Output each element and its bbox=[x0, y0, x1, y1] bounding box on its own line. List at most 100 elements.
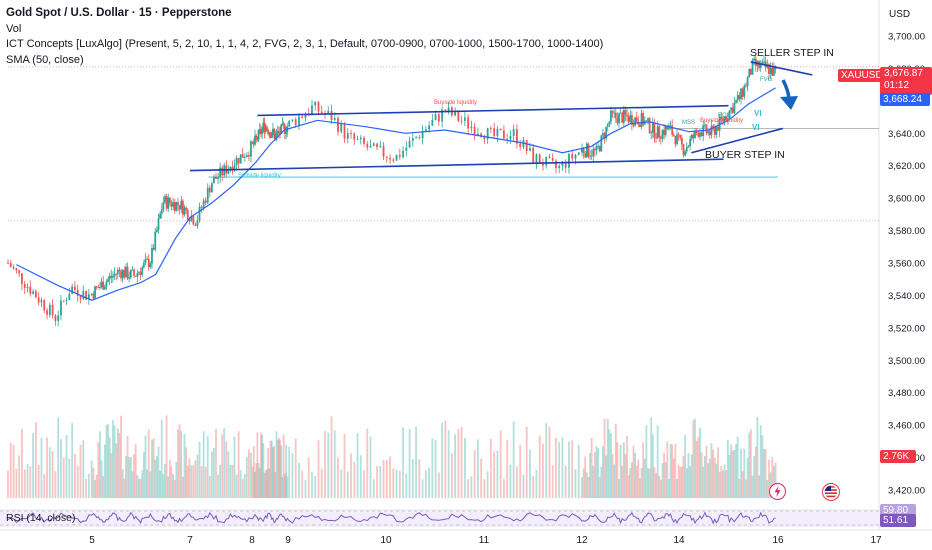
buyside-liquidity-label-1: Buyside liquidity bbox=[434, 100, 477, 106]
volume-bar bbox=[771, 457, 774, 498]
candle-body bbox=[146, 258, 148, 260]
candle-body bbox=[748, 68, 751, 78]
volume-bar bbox=[525, 426, 528, 498]
trendlines[interactable] bbox=[189, 61, 813, 172]
volume-bar bbox=[618, 479, 620, 498]
volume-bar bbox=[317, 440, 320, 498]
volume-bar bbox=[642, 442, 645, 498]
us-flag-events-icon[interactable] bbox=[822, 483, 840, 501]
volume-bar bbox=[619, 444, 622, 498]
candle-body bbox=[730, 107, 733, 111]
candle-body bbox=[177, 202, 179, 206]
volume-bar bbox=[674, 443, 677, 498]
candle-body bbox=[144, 259, 147, 263]
volume-bar bbox=[722, 470, 724, 498]
candle-body bbox=[272, 128, 274, 136]
volume-bar bbox=[269, 441, 272, 498]
candle-body bbox=[658, 126, 661, 138]
volume-bar bbox=[444, 420, 447, 498]
volume-bar bbox=[605, 455, 608, 498]
volume-bar bbox=[160, 419, 163, 498]
candle-body bbox=[288, 120, 291, 127]
volume-bar bbox=[168, 459, 171, 498]
chart-title[interactable]: Gold Spot / U.S. Dollar · 15 · Peppersto… bbox=[6, 7, 232, 19]
candle-body bbox=[103, 286, 106, 290]
legend-ict-indicator[interactable]: ICT Concepts [LuxAlgo] (Present, 5, 2, 1… bbox=[6, 38, 604, 50]
volume-bar bbox=[415, 426, 417, 498]
volume-bar bbox=[614, 423, 617, 498]
volume-bar bbox=[743, 448, 746, 498]
time-tick-label: 7 bbox=[187, 535, 193, 546]
candle-body bbox=[198, 206, 201, 221]
candle-body bbox=[164, 196, 166, 203]
candle-body bbox=[23, 283, 26, 288]
volume-bar bbox=[595, 445, 598, 498]
candle-body bbox=[548, 156, 551, 159]
legend-rsi[interactable]: RSI (14, close) bbox=[6, 512, 76, 524]
candle-body bbox=[186, 209, 189, 221]
volume-bar bbox=[213, 448, 215, 498]
volume-bar bbox=[574, 469, 577, 498]
volume-bar bbox=[95, 474, 98, 498]
candle-body bbox=[257, 129, 260, 140]
rsi-upper-badge: 59.80 bbox=[880, 504, 916, 517]
candle-body bbox=[82, 290, 85, 299]
candle-body bbox=[87, 294, 90, 300]
time-tick-label: 10 bbox=[380, 535, 392, 546]
volume-bar bbox=[493, 451, 496, 498]
candle-body bbox=[626, 114, 628, 117]
candle-body bbox=[261, 128, 264, 134]
candle-body bbox=[726, 118, 729, 121]
candle-body bbox=[613, 112, 616, 114]
candle-body bbox=[134, 275, 137, 277]
volume-bar bbox=[76, 465, 79, 498]
candle-body bbox=[29, 286, 32, 294]
volume-bar bbox=[741, 471, 744, 498]
candle-body bbox=[598, 146, 601, 152]
volume-bar bbox=[629, 468, 632, 498]
trendline-rising-support[interactable] bbox=[691, 127, 784, 154]
candle-body bbox=[749, 68, 752, 75]
trendline-seller-line[interactable] bbox=[750, 61, 813, 76]
volume-bar bbox=[622, 442, 625, 498]
candle-body bbox=[656, 126, 659, 139]
candle-body bbox=[149, 263, 152, 268]
volume-bar bbox=[192, 465, 195, 498]
trendline-lower-channel[interactable] bbox=[189, 158, 724, 172]
volume-bar bbox=[188, 458, 191, 498]
candle-body bbox=[587, 143, 590, 157]
candle-body bbox=[483, 136, 486, 140]
volume-bar bbox=[632, 445, 635, 498]
volume-bar bbox=[627, 475, 630, 498]
candle-body bbox=[120, 271, 122, 279]
flash-alert-icon[interactable] bbox=[769, 483, 786, 500]
candle-body bbox=[94, 286, 96, 299]
volume-bar bbox=[376, 466, 378, 498]
candle-body bbox=[648, 118, 651, 134]
legend-vol[interactable]: Vol bbox=[6, 22, 22, 35]
volume-bar bbox=[138, 478, 140, 498]
volume-bar bbox=[275, 431, 278, 498]
rsi-band bbox=[0, 509, 879, 527]
candle-body bbox=[382, 145, 385, 157]
candle-body bbox=[152, 248, 155, 250]
legend-sma[interactable]: SMA (50, close) bbox=[6, 53, 84, 66]
candle-body bbox=[434, 114, 437, 121]
volume-bar bbox=[260, 432, 262, 498]
volume-bar bbox=[645, 425, 648, 498]
trendline-upper-channel[interactable] bbox=[257, 104, 729, 117]
volume-bar bbox=[718, 471, 721, 498]
candle-body bbox=[147, 258, 150, 268]
volume-bar bbox=[756, 416, 759, 498]
volume-bar bbox=[208, 475, 211, 498]
volume-bar bbox=[237, 431, 240, 498]
candle-body bbox=[535, 154, 538, 163]
volume-bar bbox=[411, 459, 414, 498]
volume-bar bbox=[535, 470, 538, 498]
candle-body bbox=[330, 110, 333, 121]
volume-bar bbox=[100, 460, 103, 498]
volume-bars bbox=[7, 415, 777, 498]
rsi-value-badge: 51.61 bbox=[880, 514, 916, 527]
candle-body bbox=[486, 128, 489, 140]
